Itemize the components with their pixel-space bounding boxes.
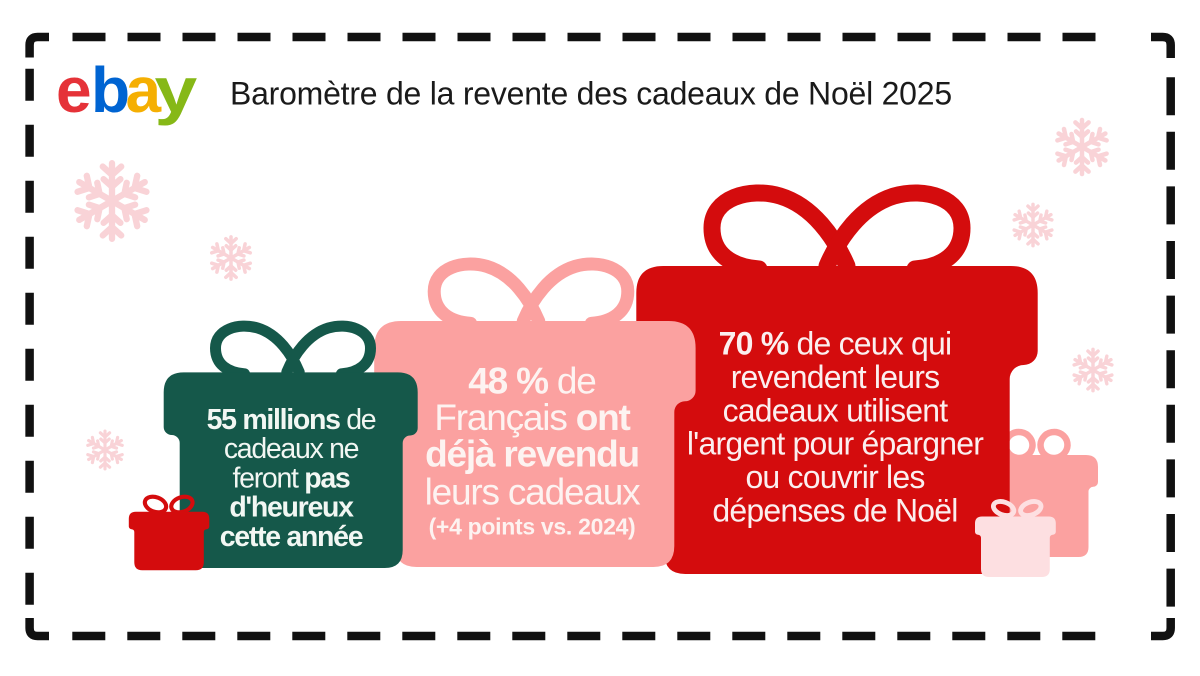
svg-text:cadeaux utilisent: cadeaux utilisent: [723, 392, 949, 428]
svg-text:55 millions de: 55 millions de: [207, 404, 376, 436]
svg-text:b: b: [91, 54, 130, 126]
svg-text:revendent leurs: revendent leurs: [731, 359, 940, 395]
svg-text:70 % de ceux qui: 70 % de ceux qui: [719, 326, 952, 362]
svg-text:l'argent pour épargner: l'argent pour épargner: [687, 426, 984, 462]
svg-text:Baromètre de la revente des ca: Baromètre de la revente des cadeaux de N…: [230, 76, 952, 112]
svg-text:e: e: [56, 54, 92, 126]
svg-text:déjà revendu: déjà revendu: [425, 433, 639, 474]
svg-text:Français ont: Français ont: [434, 397, 630, 438]
svg-text:48 % de: 48 % de: [468, 360, 595, 401]
svg-text:leurs cadeaux: leurs cadeaux: [425, 472, 641, 513]
svg-text:ou couvrir les: ou couvrir les: [745, 459, 924, 495]
svg-text:y: y: [155, 54, 198, 126]
svg-text:feront pas: feront pas: [233, 462, 350, 494]
svg-text:a: a: [126, 54, 162, 126]
svg-text:d'heureux: d'heureux: [229, 492, 354, 524]
svg-text:(+4 points vs. 2024): (+4 points vs. 2024): [429, 514, 636, 540]
svg-text:dépenses de Noël: dépenses de Noël: [712, 493, 957, 529]
svg-text:cadeaux ne: cadeaux ne: [224, 433, 359, 465]
svg-text:cette année: cette année: [220, 521, 363, 553]
